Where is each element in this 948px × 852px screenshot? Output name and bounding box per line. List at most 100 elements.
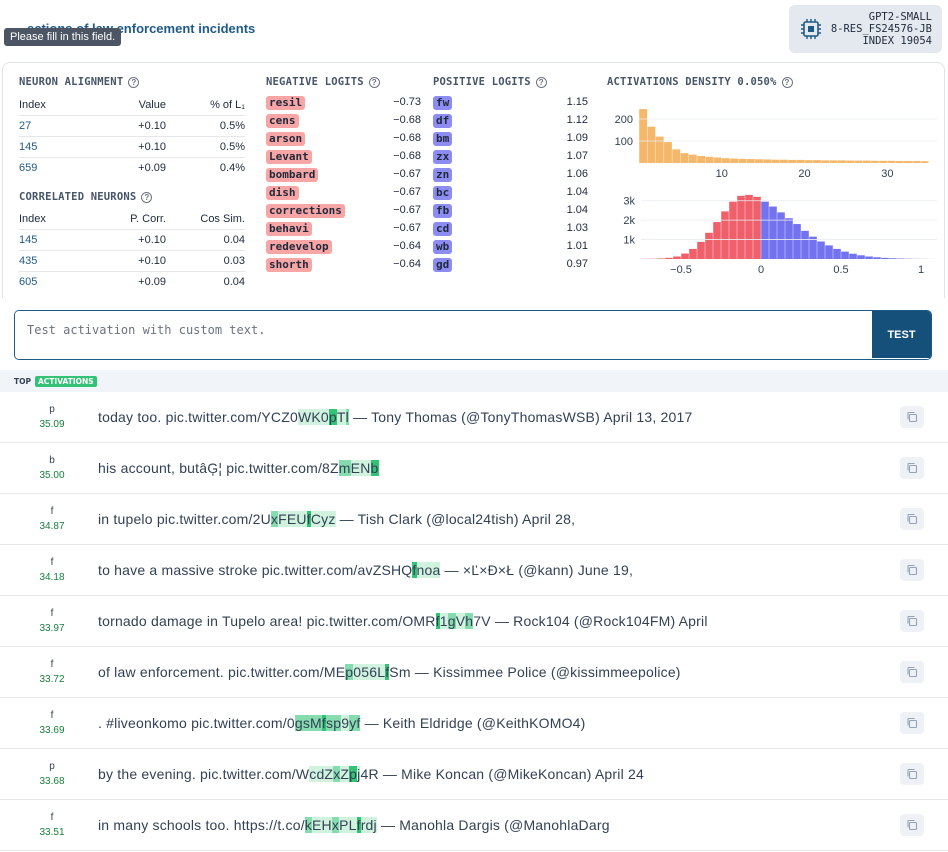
correlated-neurons-title: CORRELATED NEURONS ? bbox=[19, 191, 153, 203]
x-tick-label: 20 bbox=[798, 168, 810, 180]
copy-button[interactable] bbox=[900, 559, 924, 581]
neuron-index-link[interactable]: 435 bbox=[19, 255, 38, 267]
histogram-bar bbox=[755, 159, 763, 163]
max-token: f bbox=[50, 812, 54, 823]
help-icon[interactable]: ? bbox=[141, 191, 153, 203]
custom-text-input[interactable] bbox=[15, 311, 873, 358]
highlighted-token[interactable]: b bbox=[370, 460, 379, 476]
highlighted-token[interactable]: f bbox=[356, 817, 361, 833]
highlighted-token[interactable]: f bbox=[412, 562, 417, 578]
highlighted-token[interactable]: EH bbox=[312, 817, 332, 833]
histogram-bar bbox=[825, 245, 833, 259]
neuron-index-link[interactable]: 145 bbox=[19, 234, 38, 246]
column-header: Value bbox=[138, 98, 166, 111]
highlighted-token[interactable]: sp bbox=[326, 715, 342, 731]
copy-button[interactable] bbox=[900, 814, 924, 836]
highlighted-token[interactable]: j bbox=[357, 766, 361, 782]
copy-icon bbox=[907, 462, 918, 474]
copy-button[interactable] bbox=[900, 763, 924, 785]
highlighted-token[interactable]: x bbox=[333, 766, 341, 782]
logit-value: 0.97 bbox=[566, 258, 588, 270]
highlighted-token[interactable]: l bbox=[345, 409, 349, 425]
logit-value: −0.68 bbox=[393, 132, 421, 144]
max-token: f bbox=[50, 659, 54, 670]
highlighted-token[interactable]: EN bbox=[350, 460, 371, 476]
neuron-index-link[interactable]: 27 bbox=[19, 120, 32, 132]
copy-button[interactable] bbox=[900, 508, 924, 530]
logit-value: 1.12 bbox=[566, 114, 588, 126]
model-sae: 8-RES_FS24576-JB bbox=[830, 23, 932, 35]
logit-token: behavi bbox=[266, 222, 312, 236]
text-segment: — ×Ľ×Đ×Ł (@kann) June 19, bbox=[440, 562, 634, 578]
logit-token: dish bbox=[266, 186, 299, 200]
copy-button[interactable] bbox=[900, 406, 924, 428]
highlighted-token[interactable]: f bbox=[321, 715, 326, 731]
highlighted-token[interactable]: yf bbox=[349, 715, 361, 731]
help-icon[interactable]: ? bbox=[368, 76, 380, 88]
table-row: 435 +0.10 0.03 bbox=[19, 250, 245, 271]
highlighted-token[interactable]: T bbox=[336, 409, 346, 425]
highlighted-token[interactable]: 9 bbox=[341, 715, 350, 731]
copy-button[interactable] bbox=[900, 457, 924, 479]
help-icon[interactable]: ? bbox=[128, 76, 140, 88]
neuron-index-link[interactable]: 145 bbox=[19, 141, 38, 153]
highlighted-token[interactable]: noa bbox=[416, 562, 441, 578]
help-icon[interactable]: ? bbox=[535, 76, 547, 88]
histogram-bar bbox=[664, 142, 672, 163]
histogram-bar bbox=[730, 158, 739, 163]
activation-text: . #liveonkomo pic.twitter.com/0gsMfsp9yf… bbox=[98, 715, 586, 731]
histogram-bar bbox=[873, 257, 881, 259]
copy-button[interactable] bbox=[900, 712, 924, 734]
highlighted-token[interactable]: gsM bbox=[294, 715, 322, 731]
highlighted-token[interactable]: FEU bbox=[278, 511, 307, 527]
highlighted-token[interactable]: f bbox=[435, 613, 440, 629]
histogram-bar bbox=[680, 153, 689, 163]
highlighted-token[interactable]: p bbox=[345, 664, 354, 680]
copy-button[interactable] bbox=[900, 661, 924, 683]
column-header: % of L₁ bbox=[210, 98, 245, 111]
highlighted-token[interactable]: p bbox=[349, 766, 358, 782]
highlighted-token[interactable]: cdZ bbox=[309, 766, 334, 782]
logit-row: shorth bbox=[266, 256, 421, 274]
highlighted-token[interactable]: f bbox=[385, 664, 390, 680]
highlighted-token[interactable]: 056L bbox=[353, 664, 386, 680]
highlighted-token[interactable]: g bbox=[447, 613, 456, 629]
logit-row: fw bbox=[433, 94, 588, 112]
highlighted-token[interactable]: h bbox=[465, 613, 474, 629]
highlighted-token[interactable]: k bbox=[304, 817, 312, 833]
logit-row: resil bbox=[266, 94, 421, 112]
logit-token: bombard bbox=[266, 168, 319, 182]
highlighted-token[interactable]: rdj bbox=[360, 817, 377, 833]
logit-value: −0.64 bbox=[393, 258, 421, 270]
max-token: f bbox=[50, 506, 54, 517]
logit-row: bm bbox=[433, 130, 588, 148]
highlighted-token[interactable]: 1 bbox=[439, 613, 448, 629]
text-segment: today too. pic.twitter.com/YCZ0 bbox=[98, 409, 298, 425]
highlighted-token[interactable]: Z bbox=[340, 766, 350, 782]
x-tick-label: 0.5 bbox=[833, 264, 848, 276]
text-segment: . #liveonkomo pic.twitter.com/0 bbox=[98, 715, 295, 731]
highlighted-token[interactable]: Cyz bbox=[310, 511, 336, 527]
highlighted-token[interactable]: WK0 bbox=[297, 409, 329, 425]
activation-row: f 33.69 . #liveonkomo pic.twitter.com/0gsM… bbox=[0, 698, 948, 749]
histogram-bar bbox=[655, 136, 664, 163]
histogram-bar bbox=[854, 160, 863, 163]
highlighted-token[interactable]: x bbox=[331, 817, 340, 833]
logit-value: 1.04 bbox=[566, 186, 588, 198]
logit-distribution-histogram: 1k 2k 3k −0.5 0 0.5 1 bbox=[623, 194, 937, 276]
highlighted-token[interactable]: V bbox=[455, 613, 466, 629]
logit-row: redevelop bbox=[266, 238, 421, 256]
copy-button[interactable] bbox=[900, 610, 924, 632]
logit-value: 1.09 bbox=[566, 132, 588, 144]
test-button[interactable]: TEST bbox=[872, 311, 931, 358]
highlighted-token[interactable]: x bbox=[270, 511, 279, 527]
highlighted-token[interactable]: p bbox=[328, 409, 337, 425]
text-segment: — Manohla Dargis (@ManohlaDarg bbox=[376, 817, 610, 833]
neuron-index-link[interactable]: 659 bbox=[19, 162, 38, 174]
neuron-index-link[interactable]: 605 bbox=[19, 276, 38, 288]
logit-row: gd bbox=[433, 256, 588, 274]
highlighted-token[interactable]: f bbox=[306, 511, 311, 527]
highlighted-token[interactable]: m bbox=[338, 460, 351, 476]
help-icon[interactable]: ? bbox=[781, 76, 793, 88]
highlighted-token[interactable]: PL bbox=[339, 817, 357, 833]
